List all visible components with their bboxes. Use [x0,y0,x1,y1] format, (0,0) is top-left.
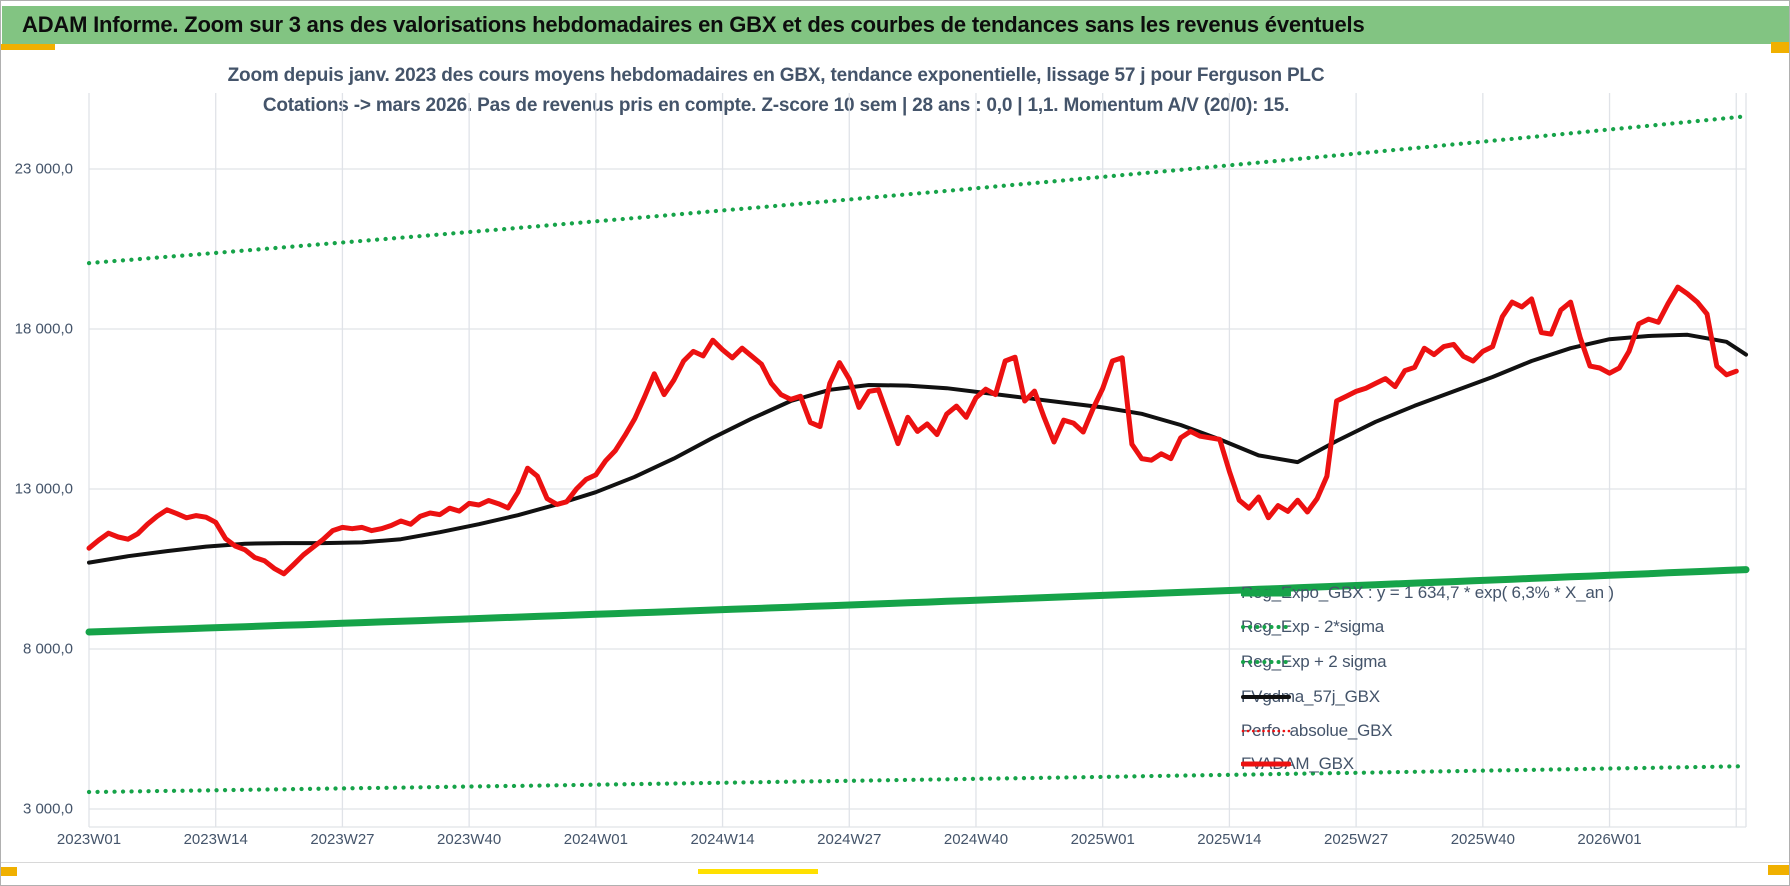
legend-marker-green-dotted [1241,660,1291,664]
legend-item-label: Reg_Exp + 2 sigma [1241,652,1387,671]
legend-item: FVgdma_57j_GBX [1241,685,1380,709]
legend-marker-red-dotted [1241,729,1291,733]
legend-item-label: FVADAM_GBX [1241,754,1354,773]
x-tick-label: 2025W40 [1450,831,1515,848]
legend-item: Reg_Expo_GBX : y = 1 634,7 * exp( 6,3% *… [1241,581,1614,605]
legend-item: Reg_Exp - 2*sigma [1241,615,1384,639]
sheet-bottom-strip [1,862,1789,885]
legend-marker-red-solid [1241,761,1291,767]
x-tick-label: 2023W14 [183,831,248,848]
legend-marker-green-dotted [1241,625,1291,629]
series-reg-expo-gbx [85,566,1750,636]
x-tick-label: 2023W27 [310,831,375,848]
series-reg-exp-2-sigma [86,764,1749,795]
x-tick-label: 2024W27 [817,831,882,848]
x-tick-label: 2024W14 [690,831,755,848]
legend-item: Reg_Exp + 2 sigma [1241,650,1387,674]
legend-item: FVADAM_GBX [1241,752,1354,776]
x-tick-label: 2023W01 [56,831,122,848]
x-tick-label: 2024W01 [563,831,628,848]
legend-item-label: Reg_Expo_GBX : y = 1 634,7 * exp( 6,3% *… [1241,583,1614,602]
gold-accent-bottom-right [1768,865,1789,875]
gold-accent-bottom-left [1,867,17,876]
legend-marker-green-solid [1241,589,1291,597]
x-tick-label: 2025W27 [1324,831,1389,848]
x-tick-label: 2025W01 [1070,831,1135,848]
x-tick-label: 2024W40 [943,831,1009,848]
y-tick-label: 18 000,0 [14,320,73,338]
chart-title-line1: Zoom depuis janv. 2023 des cours moyens … [227,65,1325,86]
gold-accent-top-left [1,44,55,50]
yellow-scrollbar-thumb[interactable] [698,869,818,874]
x-tick-label: 2026W01 [1577,831,1642,848]
legend-marker-black-solid [1241,695,1291,699]
legend-item: Perfo. absolue_GBX [1241,719,1393,743]
y-tick-label: 8 000,0 [22,640,73,658]
y-tick-label: 3 000,0 [22,800,73,818]
series-fvadam-gbx [86,284,1739,577]
legend-item-label: Perfo. absolue_GBX [1241,721,1393,740]
series-fvgdma-57j-gbx [87,332,1748,565]
x-tick-label: 2025W14 [1197,831,1262,848]
chart-title-line2: Cotations -> mars 2026. Pas de revenus p… [262,95,1290,116]
x-tick-label: 2023W40 [437,831,502,848]
y-tick-label: 13 000,0 [14,480,73,498]
y-tick-label: 23 000,0 [14,160,73,178]
report-banner: ADAM Informe. Zoom sur 3 ans des valoris… [2,6,1789,44]
series-reg-exp-2-sigma [86,114,1749,266]
legend-item-label: Reg_Exp - 2*sigma [1241,617,1385,636]
gold-accent-top-right [1771,42,1789,53]
legend-item-label: FVgdma_57j_GBX [1241,687,1380,706]
report-banner-title: ADAM Informe. Zoom sur 3 ans des valoris… [22,12,1365,37]
